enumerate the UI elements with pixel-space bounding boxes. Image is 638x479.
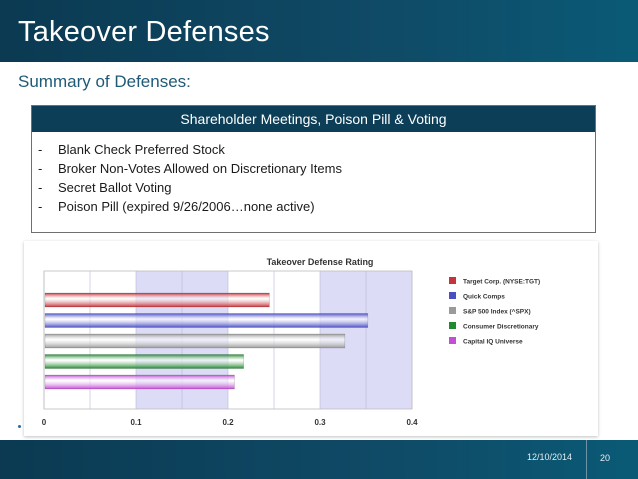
legend-swatch (449, 292, 456, 299)
legend-label: Capital IQ Universe (463, 339, 523, 346)
defenses-box: Shareholder Meetings, Poison Pill & Voti… (31, 105, 596, 233)
legend-swatch (449, 277, 456, 284)
bar-4 (44, 374, 235, 390)
title-bar: Takeover Defenses (0, 0, 638, 62)
x-tick-label: 0.1 (130, 418, 142, 427)
list-item-text: Blank Check Preferred Stock (58, 142, 225, 157)
list-item-text: Secret Ballot Voting (58, 180, 172, 195)
chart-title: Takeover Defense Rating (267, 257, 374, 267)
chart-container: Takeover Defense Rating 0 0.1 0.2 0.3 0.4 Targ… (24, 241, 598, 436)
footer-divider (586, 440, 587, 479)
legend-label: S&P 500 Index (^SPX) (463, 308, 531, 316)
list-item: - Secret Ballot Voting (38, 178, 595, 197)
footer-bar: 12/10/2014 20 (0, 440, 638, 479)
bar-2 (44, 333, 346, 349)
bar-3 (44, 354, 244, 369)
defenses-list: - Blank Check Preferred Stock - Broker Non… (38, 140, 595, 216)
legend-swatch (449, 307, 456, 314)
x-tick-label: 0 (42, 418, 47, 427)
x-tick-label: 0.2 (222, 418, 234, 427)
bullet-dash: - (38, 142, 43, 157)
defenses-box-header: Shareholder Meetings, Poison Pill & Voti… (32, 106, 595, 132)
bar-1 (44, 313, 369, 328)
page-number: 20 (600, 453, 611, 463)
list-item: - Broker Non-Votes Allowed on Discretiona… (38, 159, 595, 178)
legend-label: Quick Comps (463, 294, 505, 301)
list-item-text: Poison Pill (expired 9/26/2006…none acti… (58, 199, 315, 214)
x-tick-label: 0.4 (406, 418, 418, 427)
bullet-dash: - (38, 199, 43, 214)
list-item: - Blank Check Preferred Stock (38, 140, 595, 159)
legend-label: Target Corp. (NYSE:TGT) (463, 279, 540, 286)
legend-label: Consumer Discretionary (463, 324, 539, 331)
list-item: - Poison Pill (expired 9/26/2006…none act… (38, 197, 595, 216)
bar-0 (44, 292, 270, 308)
takeover-defense-chart: Takeover Defense Rating 0 0.1 0.2 0.3 0.4 Targ… (42, 257, 540, 427)
legend-swatch (449, 337, 456, 344)
slide-title: Takeover Defenses (18, 16, 270, 48)
x-tick-label: 0.3 (314, 418, 326, 427)
slide-date: 12/10/2014 (526, 452, 572, 462)
bullet-dash: - (38, 161, 43, 176)
list-item-text: Broker Non-Votes Allowed on Discretionar… (58, 161, 342, 176)
slide-subtitle: Summary of Defenses: (18, 72, 191, 91)
bullet-dash: - (38, 180, 43, 195)
bullet-dot (18, 425, 21, 428)
legend-swatch (449, 322, 456, 329)
plot-border (43, 270, 413, 410)
